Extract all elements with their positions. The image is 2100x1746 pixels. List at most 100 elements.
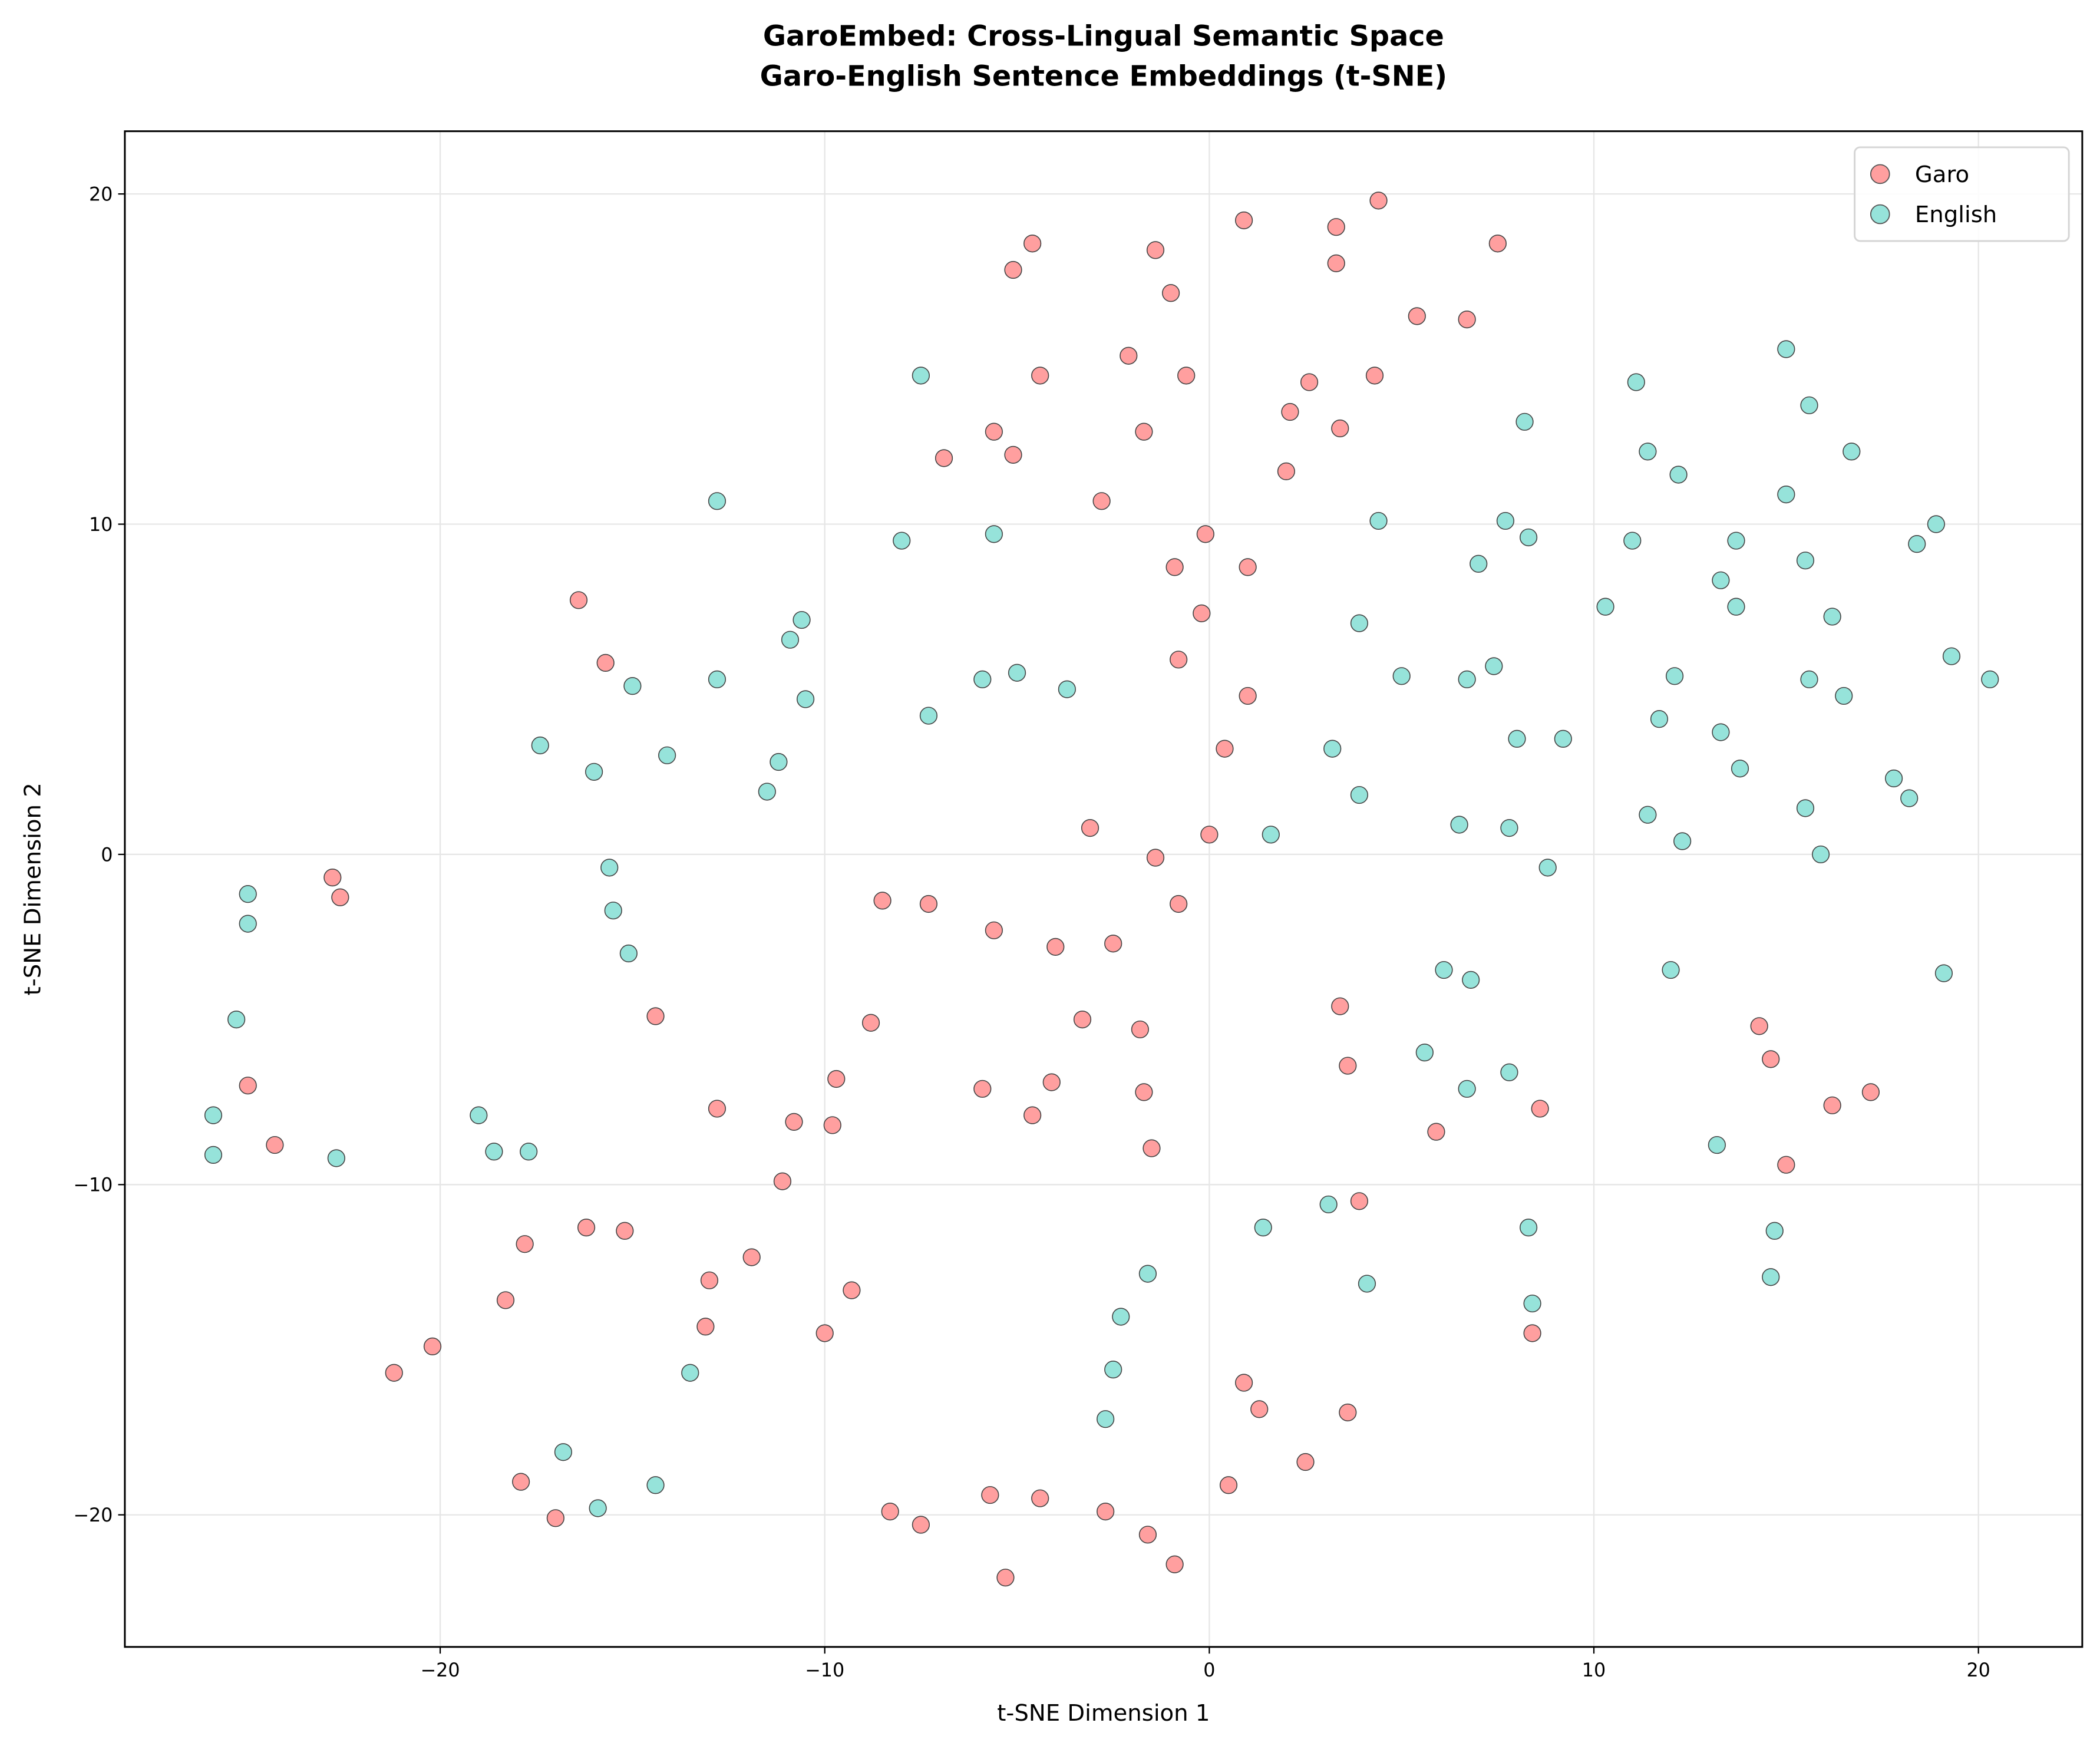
- x-tick-label: −20: [421, 1659, 460, 1681]
- data-point-english: [770, 752, 788, 771]
- data-point-garo: [331, 888, 349, 906]
- data-point-garo: [1488, 235, 1507, 253]
- data-point-english: [1097, 1410, 1115, 1428]
- data-point-english: [1415, 1044, 1434, 1062]
- y-tick-label: −10: [73, 1174, 113, 1196]
- data-point-english: [1435, 961, 1453, 979]
- data-point-english: [1762, 1268, 1780, 1286]
- data-point-garo: [1327, 254, 1345, 272]
- data-point-english: [658, 746, 676, 764]
- data-point-garo: [1216, 740, 1234, 758]
- data-point-garo: [1165, 558, 1184, 576]
- data-point-garo: [1177, 367, 1196, 385]
- data-point-garo: [708, 1100, 727, 1118]
- data-point-garo: [1165, 1555, 1184, 1573]
- data-point-garo: [912, 1516, 930, 1534]
- data-point-garo: [1234, 1374, 1253, 1392]
- data-point-garo: [1750, 1017, 1768, 1035]
- legend-marker-garo: [1870, 164, 1890, 184]
- data-point-garo: [1104, 935, 1122, 953]
- data-point-garo: [1339, 1057, 1357, 1075]
- data-point-garo: [1143, 1139, 1161, 1157]
- data-point-english: [1934, 964, 1953, 982]
- data-point-english: [485, 1143, 503, 1161]
- data-point-garo: [1369, 192, 1388, 210]
- data-point-english: [1800, 670, 1818, 689]
- data-point-english: [1627, 373, 1645, 391]
- data-point-english: [520, 1143, 538, 1161]
- data-point-english: [1708, 1136, 1726, 1154]
- data-point-garo: [935, 449, 953, 467]
- data-point-english: [1500, 818, 1518, 837]
- data-point-english: [554, 1443, 573, 1461]
- x-tick-label: 0: [1203, 1659, 1215, 1681]
- data-point-garo: [1170, 895, 1188, 913]
- chart-title: GaroEmbed: Cross-Lingual Semantic Space: [763, 20, 1444, 52]
- data-point-garo: [861, 1014, 880, 1032]
- data-point-garo: [1777, 1156, 1795, 1174]
- data-point-garo: [785, 1113, 803, 1131]
- data-point-english: [1900, 789, 1919, 807]
- data-point-garo: [385, 1364, 403, 1382]
- chart-subtitle: Garo-English Sentence Embeddings (t-SNE): [760, 60, 1447, 93]
- data-point-english: [1712, 723, 1730, 741]
- data-point-english: [1800, 396, 1818, 414]
- data-point-garo: [1004, 260, 1022, 279]
- data-point-english: [239, 885, 257, 903]
- data-point-garo: [1004, 445, 1022, 464]
- ticks: −20 −10 0 10 20 −20 −10 0 10 20: [73, 183, 1990, 1681]
- data-point-garo: [1762, 1050, 1780, 1068]
- data-point-english: [1458, 670, 1476, 689]
- legend: Garo English: [1854, 146, 2070, 242]
- data-point-english: [919, 707, 938, 725]
- data-point-garo: [512, 1473, 530, 1491]
- data-point-garo: [1073, 1011, 1092, 1029]
- data-point-english: [531, 736, 549, 755]
- data-point-english: [1519, 1219, 1538, 1237]
- data-point-garo: [569, 591, 588, 609]
- data-point-garo: [646, 1007, 665, 1025]
- data-point-garo: [1046, 938, 1065, 956]
- data-point-garo: [1239, 558, 1257, 576]
- data-point-english: [1008, 664, 1026, 682]
- data-point-english: [1515, 412, 1534, 431]
- data-point-garo: [1193, 604, 1211, 622]
- y-tick-label: 20: [89, 183, 113, 206]
- data-point-garo: [1135, 1083, 1153, 1101]
- data-point-english: [1623, 532, 1642, 550]
- data-point-garo: [1408, 307, 1426, 325]
- data-point-garo: [1031, 367, 1049, 385]
- data-point-english: [1508, 730, 1526, 748]
- data-point-garo: [1427, 1123, 1445, 1141]
- data-point-garo: [596, 653, 615, 672]
- data-point-garo: [1092, 492, 1111, 510]
- x-tick-label: 20: [1966, 1659, 1990, 1681]
- data-point-english: [1104, 1361, 1122, 1379]
- data-point-garo: [323, 869, 342, 887]
- legend-box: [1854, 146, 2070, 242]
- data-point-english: [1323, 740, 1342, 758]
- data-point-garo: [1531, 1100, 1549, 1118]
- data-point-garo: [1296, 1453, 1315, 1471]
- data-point-garo: [1170, 651, 1188, 669]
- data-point-english: [646, 1476, 665, 1494]
- data-point-english: [1669, 466, 1688, 484]
- data-point-english: [1942, 647, 1961, 665]
- data-point-english: [1462, 971, 1480, 989]
- data-point-english: [1596, 598, 1614, 616]
- data-point-english: [1927, 515, 1945, 533]
- data-point-garo: [1234, 211, 1253, 230]
- data-point-garo: [1327, 218, 1345, 236]
- data-point-english: [1843, 443, 1861, 461]
- data-point-english: [1811, 845, 1830, 864]
- data-point-garo: [1120, 346, 1138, 365]
- data-point-garo: [700, 1271, 719, 1289]
- data-point-garo: [873, 892, 891, 910]
- data-point-english: [985, 525, 1003, 543]
- data-point-english: [1662, 961, 1680, 979]
- x-axis-label: t-SNE Dimension 1: [997, 1700, 1210, 1727]
- data-point-english: [1639, 443, 1657, 461]
- data-point-garo: [1861, 1083, 1880, 1101]
- data-point-english: [708, 670, 727, 689]
